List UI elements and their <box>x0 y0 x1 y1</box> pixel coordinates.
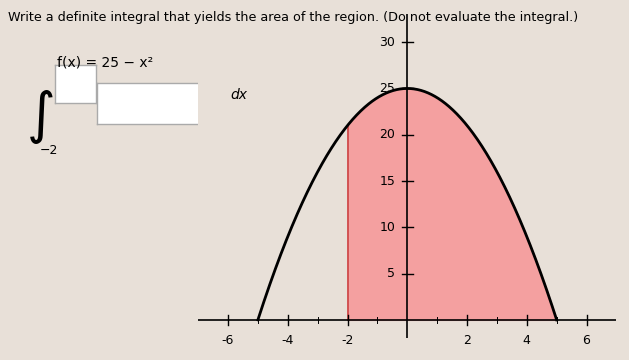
Text: -2: -2 <box>342 334 353 347</box>
Text: 30: 30 <box>379 36 395 49</box>
Text: 20: 20 <box>379 128 395 141</box>
Text: 5: 5 <box>387 267 395 280</box>
Text: −2: −2 <box>40 144 58 157</box>
Text: 2: 2 <box>463 334 471 347</box>
Text: 10: 10 <box>379 221 395 234</box>
Text: f(x) = 25 − x²: f(x) = 25 − x² <box>57 56 153 70</box>
Text: 25: 25 <box>379 82 395 95</box>
Text: 15: 15 <box>379 175 395 188</box>
Text: $\int$: $\int$ <box>26 88 54 146</box>
Text: 4: 4 <box>523 334 531 347</box>
Text: 6: 6 <box>582 334 591 347</box>
Text: Write a definite integral that yields the area of the region. (Do not evaluate t: Write a definite integral that yields th… <box>8 11 577 24</box>
Text: -6: -6 <box>222 334 234 347</box>
Text: -4: -4 <box>282 334 294 347</box>
Text: dx: dx <box>230 89 247 102</box>
